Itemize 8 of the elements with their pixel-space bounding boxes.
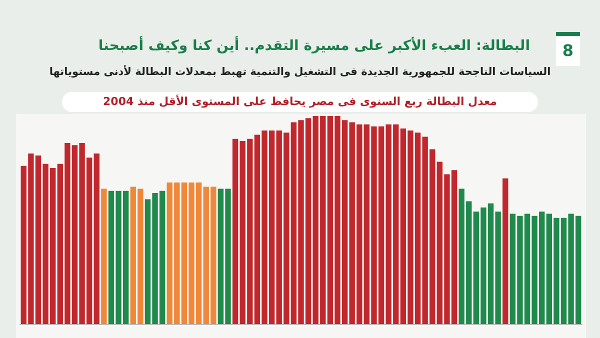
bar — [502, 178, 508, 324]
bar — [101, 188, 107, 324]
chart-subtitle: السياسات الناجحة للجمهورية الجديدة فى التشغيل والتنمية تهبط بمعدلات البطالة لأدنى مستوياتها — [48, 66, 552, 78]
bar — [232, 138, 238, 324]
chart-title: البطالة: العبء الأكبر على مسيرة التقدم.. أين كنا وكيف أصبحنا — [97, 38, 530, 54]
text: 8 — [556, 32, 580, 66]
text: معدل البطالة ربع السنوى فى مصر يحافظ على المستوى الأقل منذ 2004 — [62, 92, 538, 112]
bar — [94, 153, 100, 324]
